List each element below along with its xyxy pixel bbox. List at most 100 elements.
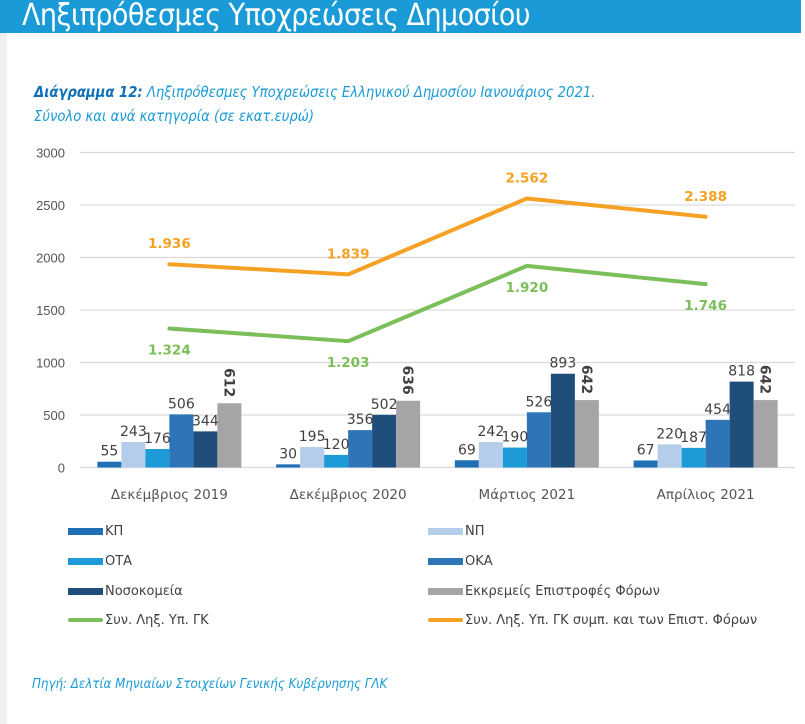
bar — [324, 454, 349, 468]
chart-caption: Διάγραμμα 12: Ληξιπρόθεσμες Υποχρεώσεις … — [34, 80, 595, 128]
left-margin-strip — [0, 33, 7, 724]
series-line — [167, 196, 708, 277]
bar — [705, 419, 730, 468]
bar — [121, 441, 146, 468]
bar-data-label: 502 — [371, 397, 398, 413]
bar — [550, 373, 575, 468]
bar-labels: 5524317650634461230195120356502636692421… — [100, 356, 772, 463]
caption-line1: Ληξιπρόθεσμες Υποχρεώσεις Ελληνικού Δημο… — [142, 83, 596, 101]
bar-data-label: 344 — [192, 413, 219, 429]
gridlines — [80, 151, 795, 469]
bar — [526, 412, 551, 468]
x-axis-categories: Δεκέμβριος 2019 Δεκέμβριος 2020 Μάρτιος 20… — [111, 487, 755, 503]
legend-label: ΚΠ — [105, 523, 124, 539]
legend-line-swatch — [428, 618, 463, 622]
bar-data-label: 242 — [478, 424, 505, 440]
legend-label: ΝΠ — [465, 523, 485, 539]
bar-data-label: 454 — [704, 402, 731, 418]
bar-data-label: 55 — [100, 444, 118, 460]
bar-data-label: 506 — [168, 396, 195, 412]
bar-data-label: 69 — [458, 442, 476, 458]
y-axis-ticks: 0 500 1000 1500 2000 2500 3000 — [36, 146, 65, 476]
legend-item: Συν. Ληξ. Υπ. ΓΚ — [68, 611, 209, 629]
bar-data-label: 893 — [550, 356, 577, 372]
bar-data-label: 642 — [757, 365, 773, 394]
y-tick-label: 500 — [43, 408, 65, 423]
legend-color-swatch — [428, 527, 463, 535]
legend-item: ΟΤΑ — [68, 552, 132, 570]
legend-color-swatch — [68, 527, 103, 535]
bar — [372, 414, 397, 468]
bar — [633, 460, 658, 468]
legend-item: ΚΠ — [68, 522, 123, 540]
legend-item: ΝΠ — [428, 522, 485, 540]
bar — [396, 400, 421, 468]
y-tick-label: 1500 — [36, 303, 65, 318]
y-tick-label: 0 — [58, 461, 65, 476]
bar-data-label: 176 — [144, 431, 171, 447]
bar-data-label: 642 — [578, 365, 594, 394]
bar — [729, 381, 754, 468]
bar — [753, 400, 778, 468]
bar-data-label: 526 — [526, 394, 553, 410]
bar-data-label: 120 — [323, 437, 350, 453]
bar — [217, 403, 242, 468]
bar — [657, 444, 682, 468]
line-labels: 1.324 1.203 1.920 1.746 1.936 1.839 2.562 2.388 — [148, 170, 727, 371]
bar — [169, 414, 194, 468]
legend-label: ΟΚΑ — [465, 553, 493, 569]
legend-item: ΟΚΑ — [428, 552, 493, 570]
line-data-label: 1.203 — [327, 355, 370, 371]
bar-data-label: 195 — [299, 429, 326, 445]
series-line — [167, 263, 708, 344]
page-title: Ληξιπρόθεσμες Υποχρεώσεις Δημοσίου — [22, 0, 530, 33]
line-data-label: 2.388 — [684, 189, 727, 205]
legend-label: Συν. Ληξ. Υπ. ΓΚ — [105, 612, 209, 628]
legend-label: ΟΤΑ — [105, 553, 133, 569]
legend-color-swatch — [428, 557, 463, 565]
source-note: Πηγή: Δελτία Μηνιαίων Στοιχείων Γενικής … — [32, 676, 388, 692]
page-header: Ληξιπρόθεσμες Υποχρεώσεις Δημοσίου — [0, 0, 801, 33]
bar — [348, 430, 373, 468]
caption-line2: Σύνολο και ανά κατηγορία (σε εκατ.ευρώ) — [34, 107, 315, 125]
bar — [454, 460, 479, 468]
bar — [478, 442, 503, 468]
y-tick-label: 2500 — [36, 198, 65, 213]
line-data-label: 2.562 — [506, 170, 549, 186]
legend-line-swatch — [68, 618, 103, 622]
lines — [167, 196, 708, 344]
x-category-label: Δεκέμβριος 2020 — [290, 487, 407, 503]
bar — [574, 400, 599, 468]
bar-data-label: 243 — [120, 424, 147, 440]
bar-data-label: 636 — [399, 365, 415, 394]
x-category-label: Απρίλιος 2021 — [657, 487, 755, 503]
x-category-label: Δεκέμβριος 2019 — [111, 487, 228, 503]
bar-data-label: 190 — [502, 430, 529, 446]
line-data-label: 1.746 — [684, 298, 727, 314]
legend-label: Νοσοκομεία — [105, 583, 183, 599]
legend-label: Συν. Ληξ. Υπ. ΓΚ συμπ. και των Επιστ. Φό… — [465, 612, 758, 628]
bar — [145, 449, 170, 468]
x-category-label: Μάρτιος 2021 — [479, 487, 576, 503]
y-tick-label: 1000 — [36, 356, 65, 371]
bar — [276, 464, 301, 468]
bar-data-label: 30 — [279, 446, 297, 462]
line-data-label: 1.324 — [148, 342, 191, 358]
legend-item: Νοσοκομεία — [68, 582, 183, 600]
bar — [193, 431, 218, 468]
bar-data-label: 187 — [680, 430, 707, 446]
y-tick-label: 3000 — [36, 146, 65, 161]
legend-color-swatch — [68, 557, 103, 565]
bar — [300, 447, 325, 468]
bar — [502, 447, 527, 468]
legend-color-swatch — [428, 587, 463, 595]
bar-data-label: 67 — [637, 442, 655, 458]
caption-label: Διάγραμμα 12: — [34, 83, 143, 101]
y-tick-label: 2000 — [36, 251, 65, 266]
legend-item: Συν. Ληξ. Υπ. ΓΚ συμπ. και των Επιστ. Φό… — [428, 611, 757, 629]
bar-data-label: 818 — [728, 364, 755, 380]
legend-label: Εκκρεμείς Επιστροφές Φόρων — [465, 583, 660, 599]
bars — [97, 373, 778, 468]
line-data-label: 1.839 — [327, 246, 370, 262]
